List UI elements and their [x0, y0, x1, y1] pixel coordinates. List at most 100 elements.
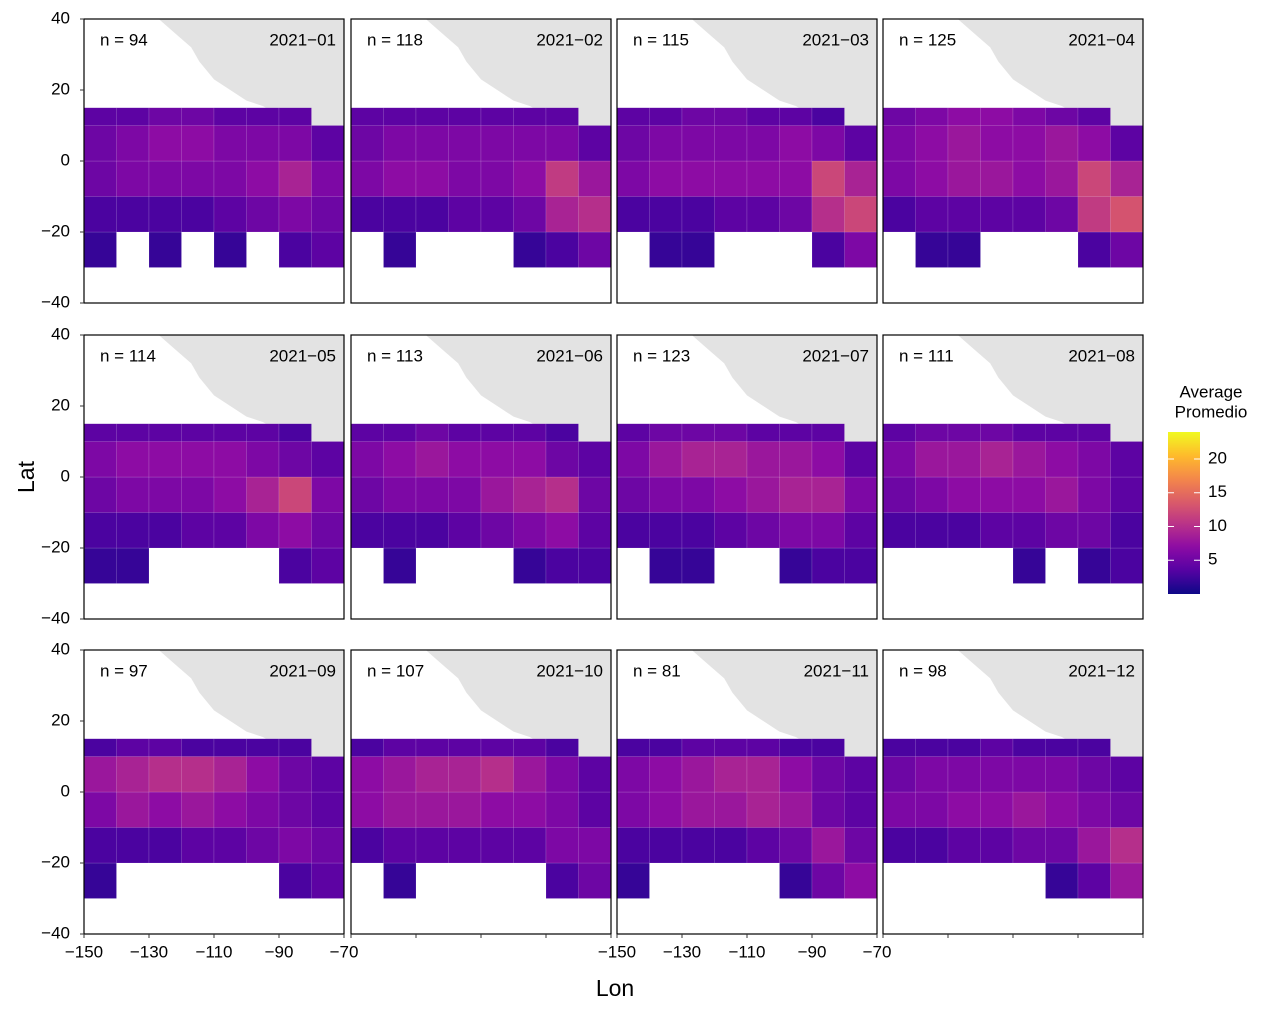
heat-cell — [1012, 196, 1046, 233]
heat-cell — [83, 862, 117, 899]
heat-cell — [649, 547, 683, 584]
heat-cell — [1012, 441, 1046, 478]
heat-cell — [578, 756, 612, 793]
heat-cell — [915, 476, 949, 513]
heat-cell — [246, 738, 280, 757]
heat-cell — [681, 125, 715, 162]
heat-cell — [1077, 862, 1111, 899]
heat-cell — [844, 756, 878, 793]
heat-cell — [83, 160, 117, 197]
heat-cell — [1045, 862, 1079, 899]
heat-cell — [811, 756, 845, 793]
heat-cell — [213, 512, 247, 549]
heat-cell — [448, 738, 482, 757]
heat-cell — [649, 476, 683, 513]
heat-cell — [213, 231, 247, 268]
heat-cell — [811, 423, 845, 442]
panel-border — [350, 334, 612, 620]
heat-cell — [246, 125, 280, 162]
panel-annotation: n = 118 — [367, 30, 423, 49]
heat-cell — [213, 756, 247, 793]
heat-cell — [811, 547, 845, 584]
heat-cell — [350, 476, 384, 513]
heat-cell — [1077, 125, 1111, 162]
heat-cell — [811, 231, 845, 268]
heat-cell — [513, 107, 547, 126]
heat-cell — [513, 512, 547, 549]
heat-cell — [415, 512, 449, 549]
heat-cell — [681, 827, 715, 864]
heat-cell — [947, 756, 981, 793]
panel-border — [616, 18, 878, 304]
heat-cell — [448, 827, 482, 864]
heat-cell — [714, 756, 748, 793]
heat-cell — [311, 547, 345, 584]
heat-cell — [513, 827, 547, 864]
land — [458, 678, 481, 711]
heat-cell — [681, 738, 715, 757]
heat-cell — [980, 125, 1014, 162]
heat-cell — [480, 827, 514, 864]
heat-cell — [616, 160, 650, 197]
heat-cell — [746, 423, 780, 442]
heat-cell — [350, 512, 384, 549]
heat-cell — [545, 441, 579, 478]
panel-annotation: n = 98 — [899, 661, 947, 680]
heat-cell — [1045, 196, 1079, 233]
heat-cell — [278, 423, 312, 442]
y-tick-label: 0 — [61, 781, 70, 800]
colorbar-tick-label: 5 — [1208, 550, 1217, 569]
heat-cell — [383, 196, 417, 233]
x-tick-label: −70 — [330, 942, 359, 961]
heat-cell — [980, 196, 1014, 233]
heat-cell — [246, 423, 280, 442]
heat-cell — [779, 107, 813, 126]
heat-cell — [116, 547, 150, 584]
heat-cell — [1045, 756, 1079, 793]
heat-cell — [746, 756, 780, 793]
heat-cell — [915, 107, 949, 126]
heat-cell — [311, 791, 345, 828]
heat-cell — [578, 791, 612, 828]
heat-cell — [545, 160, 579, 197]
y-tick-label: −20 — [41, 537, 70, 556]
land — [158, 19, 344, 229]
heat-cell — [181, 738, 215, 757]
heat-cell — [181, 125, 215, 162]
heat-cell — [278, 476, 312, 513]
heat-cell — [480, 125, 514, 162]
heat-cell — [947, 441, 981, 478]
x-axis-title: Lon — [596, 975, 634, 1001]
heat-cell — [714, 196, 748, 233]
heat-cell — [448, 476, 482, 513]
land — [957, 650, 1143, 860]
heat-cell — [383, 231, 417, 268]
panel-title: 2021−02 — [536, 30, 603, 49]
heat-cell — [383, 512, 417, 549]
heat-cell — [213, 107, 247, 126]
heat-cell — [415, 476, 449, 513]
heat-cell — [278, 827, 312, 864]
heat-cell — [448, 512, 482, 549]
heat-cell — [746, 441, 780, 478]
heat-cell — [278, 862, 312, 899]
heat-cell — [915, 738, 949, 757]
heat-cell — [980, 756, 1014, 793]
heat-cell — [1077, 827, 1111, 864]
heat-cell — [844, 791, 878, 828]
heat-cell — [681, 107, 715, 126]
heat-cell — [616, 791, 650, 828]
heat-cell — [545, 862, 579, 899]
panel-title: 2021−06 — [536, 346, 603, 365]
heat-cell — [83, 827, 117, 864]
heat-cell — [779, 512, 813, 549]
heat-cell — [616, 441, 650, 478]
heat-cell — [415, 738, 449, 757]
land — [191, 47, 214, 80]
heat-cell — [181, 476, 215, 513]
heat-cell — [1110, 231, 1144, 268]
heat-cell — [1012, 125, 1046, 162]
heat-cell — [1110, 125, 1144, 162]
heat-cell — [578, 476, 612, 513]
heat-cell — [480, 756, 514, 793]
